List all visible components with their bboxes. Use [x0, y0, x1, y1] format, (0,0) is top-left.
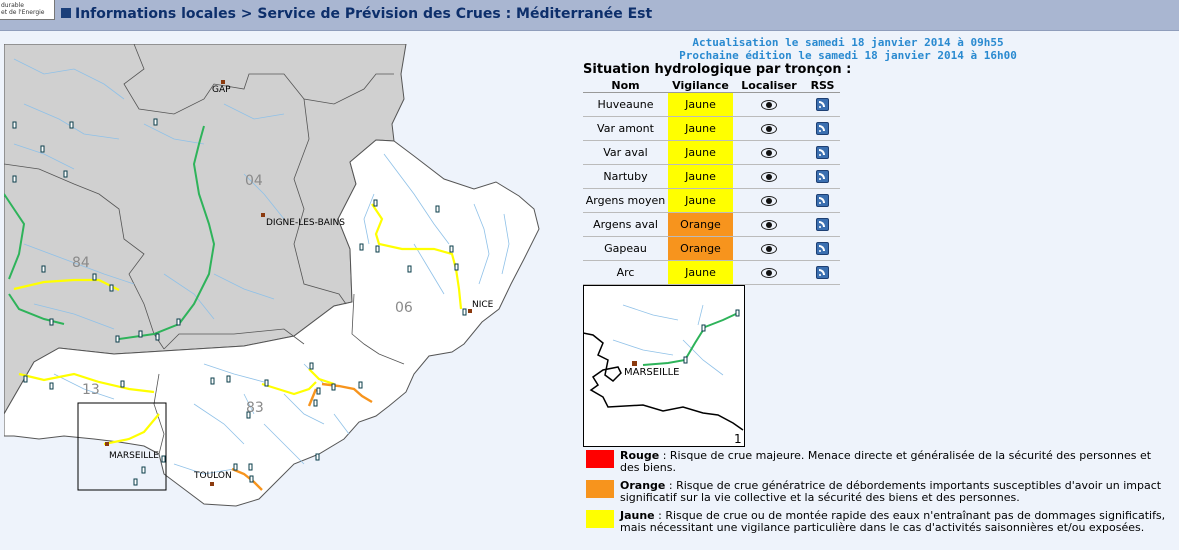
row-name[interactable]: Var amont	[583, 116, 668, 141]
table-row: Arc Jaune	[583, 260, 840, 285]
row-name[interactable]: Argens aval	[583, 212, 668, 237]
river-network	[13, 58, 510, 475]
table-row: Nartuby Jaune	[583, 164, 840, 189]
vigilance-cell: Orange	[668, 212, 733, 237]
table-header-row: Nom Vigilance Localiser RSS	[583, 78, 840, 93]
legend-swatch-jaune	[586, 510, 614, 528]
eye-icon[interactable]	[761, 220, 777, 230]
col-header-rss: RSS	[805, 78, 840, 93]
table-row: Var aval Jaune	[583, 140, 840, 165]
eye-icon[interactable]	[761, 196, 777, 206]
department-borders	[4, 44, 405, 455]
vigilance-table: Nom Vigilance Localiser RSS Huveaune Jau…	[583, 78, 840, 285]
rss-icon[interactable]	[816, 266, 829, 280]
table-row: Huveaune Jaune	[583, 92, 840, 117]
inset-locator-box[interactable]	[77, 402, 167, 491]
inset-coastline	[583, 332, 744, 431]
ministry-logo[interactable]: durable et de l'Energie	[0, 0, 55, 20]
legend-text-orange: : Risque de crue génératrice de débordem…	[620, 479, 1162, 504]
eye-icon[interactable]	[761, 172, 777, 182]
table-row: Gapeau Orange	[583, 236, 840, 261]
vigilance-cell: Jaune	[668, 164, 733, 189]
inset-zoom-map[interactable]: MARSEILLE 1	[583, 285, 745, 447]
next-edition-time: Prochaine édition le samedi 18 janvier 2…	[679, 49, 1017, 62]
table-row: Argens moyen Jaune	[583, 188, 840, 213]
dept-83-label: 83	[246, 400, 264, 416]
inset-city-label: MARSEILLE	[624, 367, 680, 378]
city-gap-label: GAP	[212, 85, 231, 95]
inset-rivers	[612, 304, 724, 376]
rss-icon[interactable]	[816, 146, 829, 160]
legend-text-rouge: : Risque de crue majeure. Menace directe…	[620, 449, 1152, 474]
inset-river-section	[642, 312, 739, 366]
rss-icon[interactable]	[816, 122, 829, 136]
page-breadcrumb: Informations locales > Service de Prévis…	[75, 6, 653, 22]
city-toulon-label: TOULON	[193, 471, 232, 481]
green-sections	[4, 125, 216, 340]
row-name[interactable]: Nartuby	[583, 164, 668, 189]
top-banner: durable et de l'Energie Informations loc…	[0, 0, 1179, 31]
section-title: Situation hydrologique par tronçon :	[583, 62, 852, 77]
rss-icon[interactable]	[816, 170, 829, 184]
logo-text-line2: et de l'Energie	[1, 9, 45, 16]
square-bullet-icon	[61, 8, 71, 18]
rss-icon[interactable]	[816, 194, 829, 208]
table-row: Argens aval Orange	[583, 212, 840, 237]
vigilance-cell: Jaune	[668, 116, 733, 141]
row-name[interactable]: Gapeau	[583, 236, 668, 261]
row-name[interactable]: Huveaune	[583, 92, 668, 117]
row-name[interactable]: Arc	[583, 260, 668, 285]
eye-icon[interactable]	[761, 100, 777, 110]
rss-icon[interactable]	[816, 242, 829, 256]
city-digne-label: DIGNE-LES-BAINS	[266, 218, 345, 228]
measurement-stations[interactable]	[12, 118, 467, 486]
vigilance-cell: Jaune	[668, 188, 733, 213]
yellow-sections	[13, 203, 463, 446]
row-name[interactable]: Var aval	[583, 140, 668, 165]
logo-text-line1: durable	[1, 2, 24, 9]
col-header-nom: Nom	[583, 78, 668, 93]
city-nice-label: NICE	[472, 300, 494, 310]
col-header-vigilance: Vigilance	[668, 78, 733, 93]
vigilance-cell: Orange	[668, 236, 733, 261]
eye-icon[interactable]	[761, 124, 777, 134]
inset-frame	[583, 285, 745, 447]
dept-84-label: 84	[72, 255, 90, 271]
legend-swatch-rouge	[586, 450, 614, 468]
dept-04-label: 04	[245, 173, 263, 189]
rss-icon[interactable]	[816, 218, 829, 232]
inset-number: 1	[734, 432, 742, 446]
flood-map[interactable]: 04 84 06 13 83 GAP DIGNE-LES-BAINS NICE …	[4, 44, 564, 514]
legend-swatch-orange	[586, 480, 614, 498]
legend-label-jaune: Jaune	[620, 509, 655, 522]
vigilance-cell: Jaune	[668, 140, 733, 165]
update-time: Actualisation le samedi 18 janvier 2014 …	[692, 36, 1004, 49]
city-markers	[105, 80, 472, 486]
inset-city-marker	[632, 361, 637, 366]
eye-icon[interactable]	[761, 268, 777, 278]
table-row: Var amont Jaune	[583, 116, 840, 141]
dept-06-label: 06	[395, 300, 413, 316]
legend-label-orange: Orange	[620, 479, 666, 492]
eye-icon[interactable]	[761, 244, 777, 254]
legend-text-jaune: : Risque de crue ou de montée rapide des…	[620, 509, 1166, 534]
vigilance-cell: Jaune	[668, 92, 733, 117]
rss-icon[interactable]	[816, 98, 829, 112]
monitored-zone-area	[4, 139, 540, 507]
eye-icon[interactable]	[761, 148, 777, 158]
legend-label-rouge: Rouge	[620, 449, 660, 462]
col-header-localiser: Localiser	[733, 78, 805, 93]
city-marseille-label: MARSEILLE	[109, 451, 159, 461]
vigilance-cell: Jaune	[668, 260, 733, 285]
row-name[interactable]: Argens moyen	[583, 188, 668, 213]
inset-stations[interactable]	[683, 309, 740, 364]
dept-13-label: 13	[82, 382, 100, 398]
